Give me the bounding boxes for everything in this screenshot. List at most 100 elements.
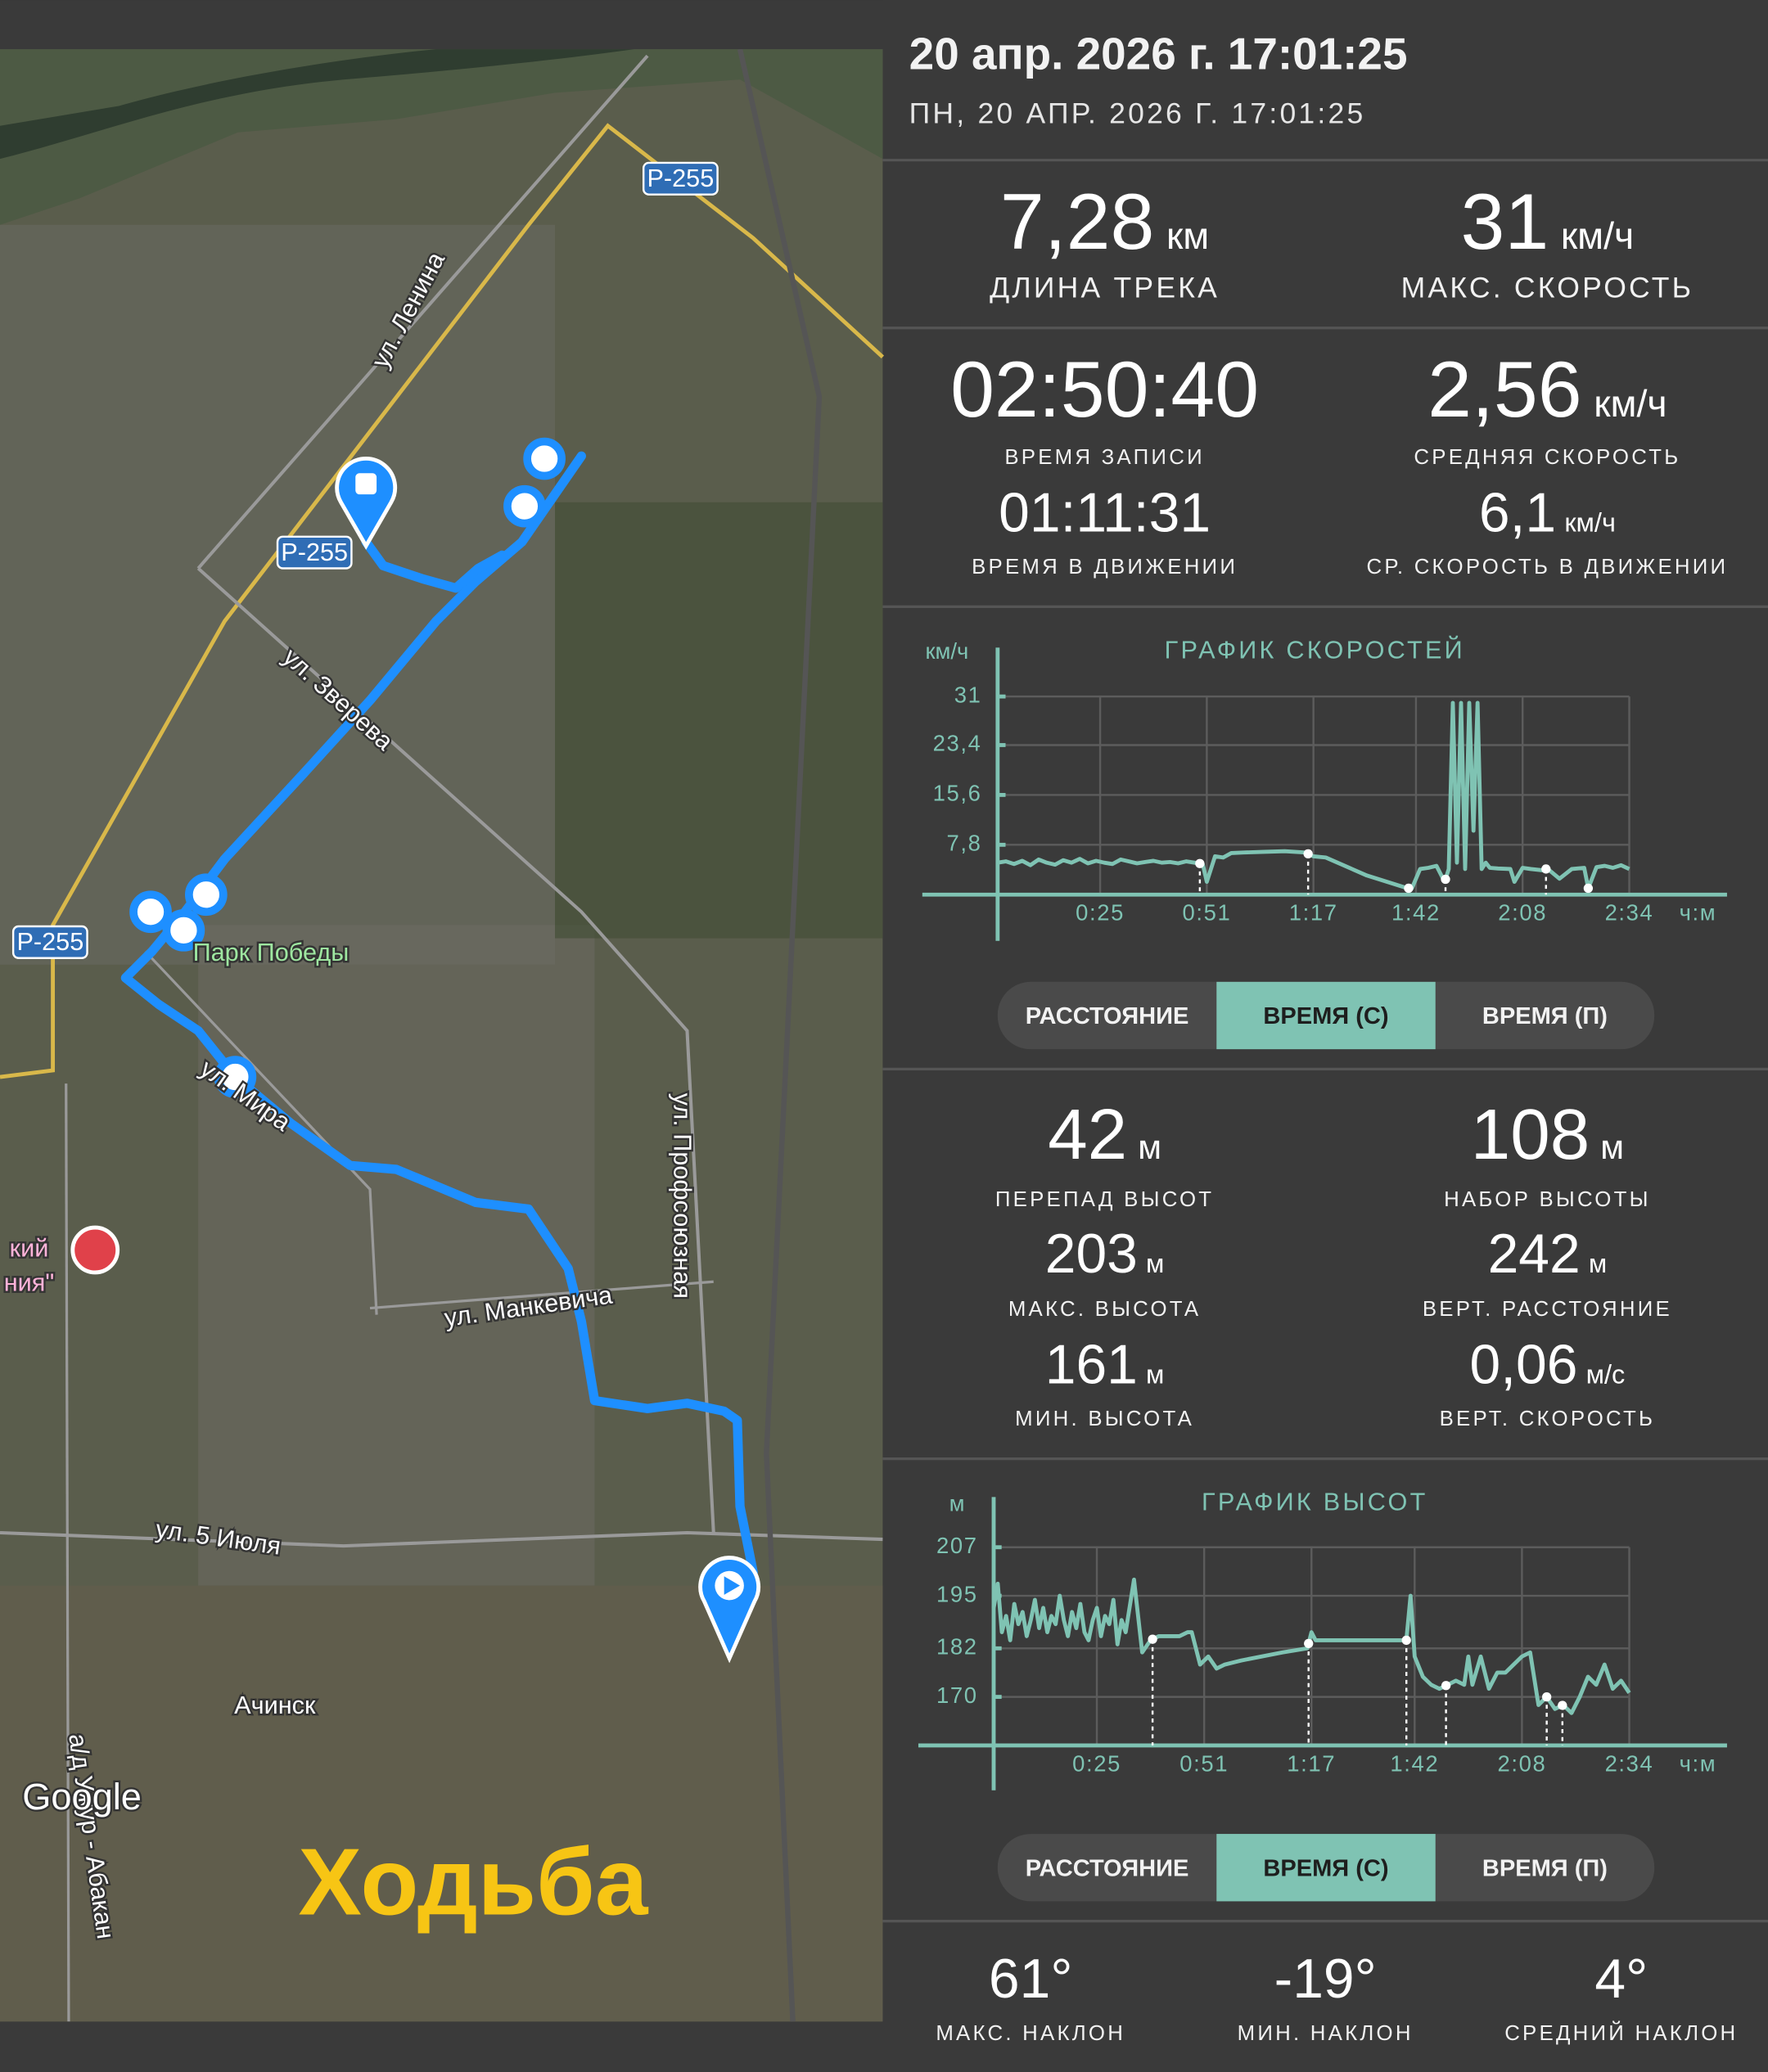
x-tick-label: 1:42 <box>1390 1750 1439 1776</box>
stat-unit: м <box>1138 1128 1161 1166</box>
road <box>196 54 649 570</box>
pause-dot <box>1401 1635 1411 1646</box>
stat-value: 7,28 км <box>1000 177 1209 266</box>
header-title: 20 апр. 2026 г. 17:01:25 <box>909 28 1408 79</box>
y-tick-label: 31 <box>954 682 982 707</box>
tab[interactable]: РАССТОЯНИЕ <box>1026 1855 1189 1881</box>
stat-label: ВЕРТ. РАССТОЯНИЕ <box>1423 1298 1672 1321</box>
tab-active <box>1216 1834 1436 1902</box>
road-shield <box>11 925 88 959</box>
tab[interactable]: РАССТОЯНИЕ <box>1026 1003 1189 1029</box>
waypoints <box>129 437 566 1098</box>
stat-label: МАКС. НАКЛОН <box>936 2022 1125 2045</box>
waypoint[interactable] <box>503 484 546 528</box>
separators <box>882 159 1768 1923</box>
stat-number: 01:11:31 <box>999 482 1211 543</box>
x-tick-label: 2:34 <box>1605 1750 1654 1776</box>
stat-label: СРЕДНЯЯ СКОРОСТЬ <box>1414 446 1680 469</box>
stat-value: 02:50:40 <box>950 345 1259 434</box>
stat-number: 242 <box>1488 1223 1581 1285</box>
stat-value: 42 м <box>1048 1095 1161 1174</box>
stat-unit: м <box>1589 1249 1607 1278</box>
map-attribution: Google <box>22 1776 142 1818</box>
stat-unit: м <box>1146 1360 1164 1390</box>
y-tick-label: 182 <box>936 1634 978 1660</box>
stat-label: ВРЕМЯ В ДВИЖЕНИИ <box>972 556 1238 579</box>
stat-value: -19° <box>1274 1948 1377 2010</box>
stat-number: 61° <box>989 1948 1073 2010</box>
stat-value: 108 м <box>1471 1095 1624 1174</box>
y-tick-label: 15,6 <box>933 781 982 806</box>
stat-label: НАБОР ВЫСОТЫ <box>1444 1188 1651 1211</box>
hospital-pin[interactable] <box>70 1225 120 1275</box>
waypoint[interactable] <box>129 890 172 934</box>
stat-number: 108 <box>1471 1095 1590 1174</box>
road-shield <box>642 161 719 196</box>
map-label: ул. Профсоюзная <box>668 1093 696 1299</box>
track <box>120 451 758 1591</box>
road <box>65 1083 70 2022</box>
x-tick-label: 0:51 <box>1182 900 1231 926</box>
x-tick-label: 1:17 <box>1287 1750 1336 1776</box>
stat-number: 7,28 <box>1000 177 1155 266</box>
stat-number: 203 <box>1045 1223 1138 1285</box>
y-tick-label: 195 <box>936 1581 978 1606</box>
stat-number: 6,1 <box>1479 482 1556 543</box>
tab-active <box>1216 981 1436 1050</box>
tab[interactable]: ВРЕМЯ (С) <box>1263 1855 1388 1881</box>
pause-dot <box>1541 864 1551 874</box>
stat-value: 4° <box>1594 1948 1648 2010</box>
x-tick-label: 0:25 <box>1072 1750 1121 1776</box>
track <box>361 537 507 593</box>
map <box>0 0 885 2022</box>
waypoint[interactable] <box>523 437 566 480</box>
waypoint[interactable] <box>185 873 228 917</box>
header-subtitle: ПН, 20 АПР. 2026 Г. 17:01:25 <box>909 97 1366 129</box>
pause-dot <box>1441 1681 1451 1691</box>
map-label: Р-255 <box>647 164 714 192</box>
stat-label: ВЕРТ. СКОРОСТЬ <box>1440 1408 1656 1430</box>
data-line <box>997 700 1630 890</box>
waypoint[interactable] <box>162 909 205 952</box>
urban-area <box>198 925 595 1586</box>
stat-number: 2,56 <box>1427 345 1582 434</box>
stat-label: ВРЕМЯ ЗАПИСИ <box>1004 446 1205 469</box>
start-pin[interactable] <box>698 1556 761 1664</box>
stat-number: 42 <box>1048 1095 1127 1174</box>
pause-dot <box>1303 849 1313 859</box>
x-tick-label: 0:51 <box>1179 1750 1229 1776</box>
road <box>0 1530 883 1548</box>
end-pin[interactable] <box>335 457 398 550</box>
x-axis-label: ч:м <box>1680 900 1717 926</box>
pause-dot <box>1304 1638 1314 1649</box>
data-line <box>991 1577 1631 1715</box>
pause-dot <box>1583 883 1594 894</box>
map-label: ния" <box>4 1269 55 1297</box>
pause-dot <box>1404 883 1414 894</box>
road <box>369 1280 714 1310</box>
activity-label: Ходьба <box>298 1829 648 1935</box>
stat-value: 31 км/ч <box>1461 177 1635 266</box>
stat-label: МАКС. СКОРОСТЬ <box>1401 272 1694 304</box>
pause-dot <box>1148 1634 1157 1644</box>
tab[interactable]: ВРЕМЯ (П) <box>1482 1855 1608 1881</box>
tab[interactable]: ВРЕМЯ (П) <box>1482 1003 1608 1029</box>
x-tick-label: 2:34 <box>1605 900 1654 926</box>
end-icon <box>355 473 377 495</box>
x-tick-label: 2:08 <box>1497 1750 1546 1776</box>
stat-value: 2,56 км/ч <box>1427 345 1667 434</box>
industrial-area <box>0 1585 883 2022</box>
stat-unit: км/ч <box>1564 507 1616 537</box>
x-tick-label: 2:08 <box>1498 900 1547 926</box>
stat-label: ДЛИНА ТРЕКА <box>990 272 1220 304</box>
map-label: Парк Победы <box>193 939 350 966</box>
railway <box>737 48 823 2022</box>
y-axis-label: км/ч <box>926 638 969 664</box>
stat-number: 31 <box>1461 177 1549 266</box>
stat-label: МИН. ВЫСОТА <box>1015 1408 1194 1430</box>
stat-value: 242 м <box>1488 1223 1608 1285</box>
stat-unit: м <box>1146 1249 1164 1278</box>
tab[interactable]: ВРЕМЯ (С) <box>1263 1003 1388 1029</box>
waypoint[interactable] <box>214 1056 257 1098</box>
